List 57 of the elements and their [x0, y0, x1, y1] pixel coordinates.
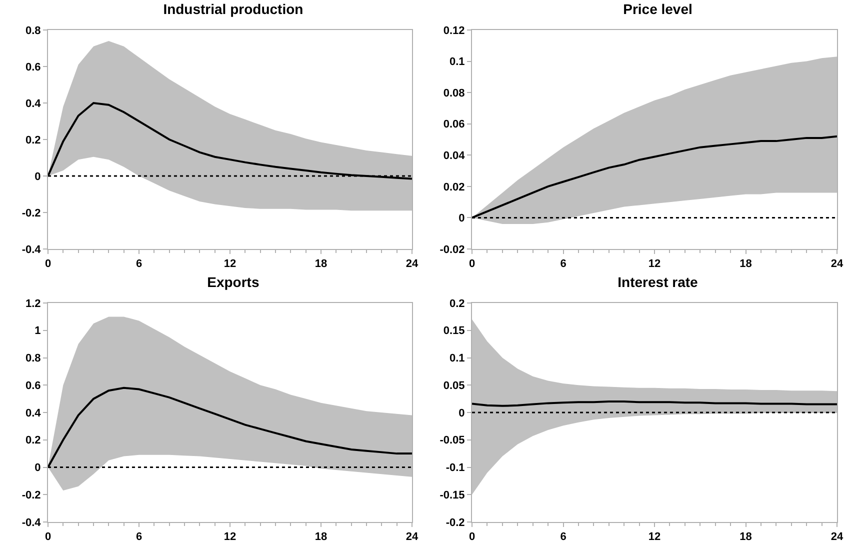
y-tick-label: 1: [34, 325, 41, 338]
x-tick-label: 6: [136, 531, 142, 544]
chart-title: Industrial production: [163, 0, 304, 17]
y-tick-label: 0.08: [443, 87, 465, 100]
x-tick-label: 0: [468, 531, 476, 544]
x-tick-label: 18: [314, 258, 328, 270]
x-tick-label: 24: [406, 258, 419, 270]
y-tick-label: 0.02: [443, 181, 465, 194]
y-tick-label: 0: [458, 407, 465, 420]
y-tick-label: 0.2: [450, 298, 465, 310]
y-tick-label: 0.6: [26, 380, 41, 392]
x-tick-label: 12: [224, 258, 236, 270]
y-tick-label: -0.05: [440, 434, 465, 447]
x-tick-label: 12: [648, 258, 661, 270]
y-tick-label: 0.6: [26, 61, 41, 74]
x-tick-label: 0: [44, 531, 52, 544]
y-tick-label: -0.2: [446, 516, 465, 529]
y-tick-label: 0.8: [26, 24, 41, 37]
y-tick-label: 0.4: [26, 407, 42, 420]
y-tick-label: 0: [458, 212, 465, 225]
y-tick-label: 0.06: [443, 118, 465, 131]
y-tick-label: 0.15: [443, 325, 465, 338]
y-tick-label: -0.2: [22, 207, 41, 220]
x-tick-label: 18: [740, 531, 752, 544]
y-tick-label: 0: [34, 170, 41, 183]
x-tick-label: 24: [406, 531, 419, 544]
y-tick-label: -0.2: [22, 489, 41, 502]
y-tick-label: -0.1: [446, 462, 465, 474]
y-tick-label: 0.04: [443, 150, 466, 162]
x-tick-label: 6: [560, 258, 566, 270]
x-tick-label: 18: [740, 258, 752, 270]
y-tick-label: -0.4: [22, 244, 42, 256]
y-tick-label: 0: [34, 462, 41, 474]
y-tick-label: 1.2: [26, 298, 41, 310]
y-tick-label: 0.05: [443, 380, 465, 392]
y-tick-label: 0.4: [26, 98, 42, 110]
x-tick-label: 12: [648, 531, 661, 544]
chart-title: Price level: [623, 0, 692, 17]
x-tick-label: 12: [224, 531, 236, 544]
y-tick-label: 0.2: [26, 134, 41, 146]
y-tick-label: 0.12: [443, 24, 465, 37]
x-tick-label: 0: [468, 258, 476, 270]
chart-title: Exports: [207, 274, 260, 290]
y-tick-label: 0.1: [450, 56, 465, 68]
y-tick-label: -0.02: [440, 244, 465, 256]
x-tick-label: 18: [314, 531, 328, 544]
y-tick-label: 0.2: [26, 434, 41, 447]
x-tick-label: 0: [44, 258, 52, 270]
y-tick-label: -0.15: [440, 489, 465, 502]
y-tick-label: 0.1: [450, 352, 465, 365]
y-tick-label: 0.8: [26, 352, 41, 365]
x-tick-label: 24: [830, 531, 844, 544]
x-tick-label: 6: [560, 531, 566, 544]
chart-title: Interest rate: [618, 274, 698, 290]
x-tick-label: 24: [830, 258, 844, 270]
y-tick-label: -0.4: [22, 516, 42, 529]
x-tick-label: 6: [136, 258, 142, 270]
